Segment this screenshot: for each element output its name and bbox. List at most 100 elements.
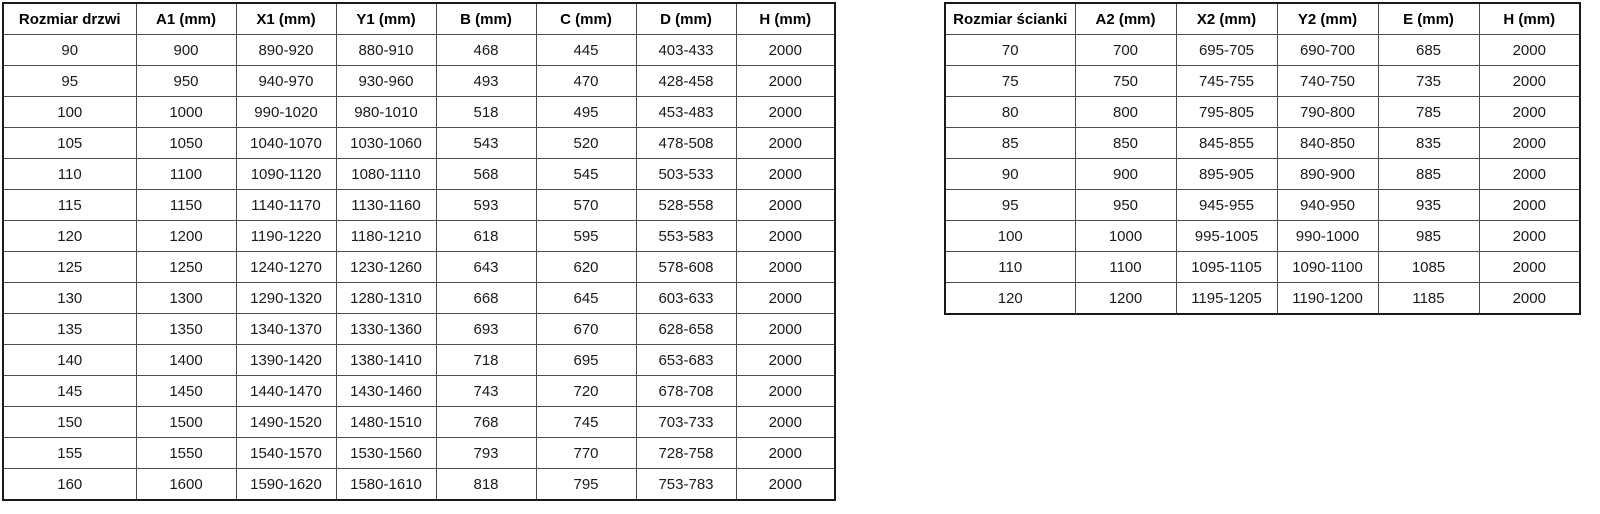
table-cell: 980-1010 [335,96,437,128]
table-cell: 790-800 [1276,96,1379,128]
table-cell: 1350 [135,313,237,345]
table-cell: 995-1005 [1175,220,1278,252]
table-cell: 453-483 [635,96,737,128]
table-cell: 470 [535,65,637,97]
table-cell: 1200 [135,220,237,252]
table-cell: 1330-1360 [335,313,437,345]
table-row: 95 950 945-955 940-950 935 2000 [944,189,1581,221]
table-cell: 1100 [1074,251,1177,283]
table-cell: 750 [1074,65,1177,97]
table-cell: 668 [435,282,537,314]
table-cell: 520 [535,127,637,159]
table-cell: 785 [1377,96,1480,128]
table-cell: 1300 [135,282,237,314]
table-cell: 140 [2,344,137,376]
table-cell: 2000 [735,344,836,376]
table-cell: 110 [944,251,1076,283]
table-cell: 1190-1220 [235,220,337,252]
table-cell: 1050 [135,127,237,159]
table-cell: 1090-1100 [1276,251,1379,283]
table-row: 100 1000 990-1020 980-1010 518 495 453-483 2000 [2,96,836,128]
table-cell: 2000 [735,220,836,252]
table-cell: 1250 [135,251,237,283]
table-cell: 1190-1200 [1276,282,1379,315]
table-cell: 735 [1377,65,1480,97]
table-cell: 2000 [735,282,836,314]
table-cell: 900 [1074,158,1177,190]
table-row: 70 700 695-705 690-700 685 2000 [944,34,1581,66]
table-cell: 2000 [735,406,836,438]
table-cell: 125 [2,251,137,283]
column-header: B (mm) [435,2,537,35]
column-header: Rozmiar ścianki [944,2,1076,35]
table-cell: 2000 [735,468,836,501]
table-cell: 695 [535,344,637,376]
table-cell: 1090-1120 [235,158,337,190]
table-cell: 2000 [1478,189,1581,221]
column-header: H (mm) [1478,2,1581,35]
table-row: 110 1100 1095-1105 1090-1100 1085 2000 [944,251,1581,283]
table-cell: 2000 [735,96,836,128]
table-cell: 990-1020 [235,96,337,128]
table-cell: 1500 [135,406,237,438]
table-cell: 478-508 [635,127,737,159]
table-cell: 728-758 [635,437,737,469]
table-cell: 1150 [135,189,237,221]
table-cell: 493 [435,65,537,97]
table-cell: 2000 [1478,282,1581,315]
table-cell: 2000 [1478,96,1581,128]
table-cell: 1230-1260 [335,251,437,283]
table-cell: 145 [2,375,137,407]
table-cell: 768 [435,406,537,438]
table-cell: 1430-1460 [335,375,437,407]
table-cell: 900 [135,34,237,66]
table-row: 80 800 795-805 790-800 785 2000 [944,96,1581,128]
table-cell: 2000 [735,313,836,345]
table-row: 105 1050 1040-1070 1030-1060 543 520 478-508 20… [2,127,836,159]
table-row: 135 1350 1340-1370 1330-1360 693 670 628-658 20… [2,313,836,345]
table-row: 125 1250 1240-1270 1230-1260 643 620 578-608 20… [2,251,836,283]
table-cell: 100 [2,96,137,128]
table-cell: 495 [535,96,637,128]
table-cell: 1600 [135,468,237,501]
column-header: A2 (mm) [1074,2,1177,35]
table-cell: 835 [1377,127,1480,159]
table-cell: 80 [944,96,1076,128]
table-cell: 553-583 [635,220,737,252]
table-cell: 160 [2,468,137,501]
table-cell: 1040-1070 [235,127,337,159]
table-cell: 745-755 [1175,65,1278,97]
table-cell: 1530-1560 [335,437,437,469]
table-cell: 1185 [1377,282,1480,315]
table-row: 110 1100 1090-1120 1080-1110 568 545 503-533 20… [2,158,836,190]
column-header: X2 (mm) [1175,2,1278,35]
table-cell: 753-783 [635,468,737,501]
table-cell: 95 [2,65,137,97]
table-cell: 2000 [735,65,836,97]
table-cell: 743 [435,375,537,407]
table-cell: 703-733 [635,406,737,438]
door-size-table: Rozmiar drzwi A1 (mm) X1 (mm) Y1 (mm) B (mm)… [2,2,836,501]
table-cell: 2000 [1478,65,1581,97]
table-cell: 75 [944,65,1076,97]
wall-size-table: Rozmiar ścianki A2 (mm) X2 (mm) Y2 (mm) E (m… [944,2,1581,315]
column-header: A1 (mm) [135,2,237,35]
table-cell: 990-1000 [1276,220,1379,252]
table-cell: 130 [2,282,137,314]
table-cell: 740-750 [1276,65,1379,97]
table-cell: 90 [2,34,137,66]
table-cell: 1550 [135,437,237,469]
table-cell: 1590-1620 [235,468,337,501]
table-cell: 543 [435,127,537,159]
table-row: 130 1300 1290-1320 1280-1310 668 645 603-633 20… [2,282,836,314]
table-cell: 845-855 [1175,127,1278,159]
table-cell: 793 [435,437,537,469]
header-row: Rozmiar drzwi A1 (mm) X1 (mm) Y1 (mm) B (mm)… [2,2,836,35]
table-cell: 1540-1570 [235,437,337,469]
table-cell: 840-850 [1276,127,1379,159]
table-cell: 795 [535,468,637,501]
table-row: 150 1500 1490-1520 1480-1510 768 745 703-733 20… [2,406,836,438]
table-cell: 935 [1377,189,1480,221]
table-cell: 568 [435,158,537,190]
table-cell: 155 [2,437,137,469]
